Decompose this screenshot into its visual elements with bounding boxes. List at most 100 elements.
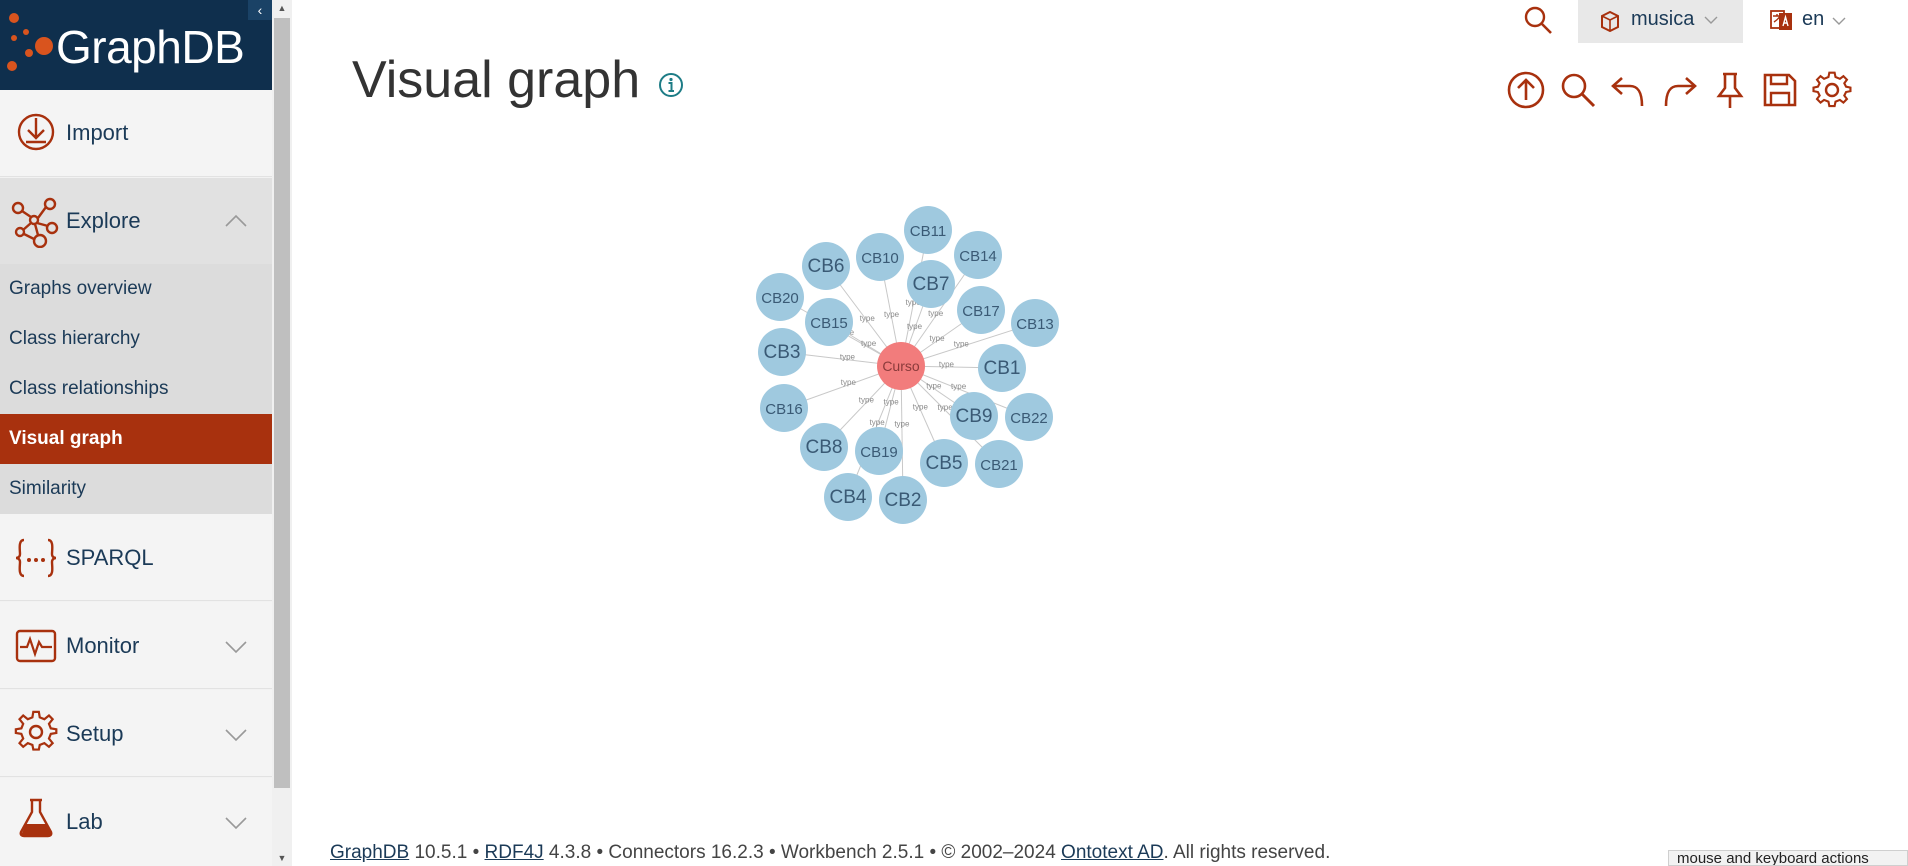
submenu-visual-graph[interactable]: Visual graph xyxy=(0,414,272,464)
node-label: CB2 xyxy=(885,490,922,511)
submenu-similarity[interactable]: Similarity xyxy=(0,464,272,514)
collapse-sidebar-button[interactable]: ‹ xyxy=(248,0,272,20)
graph-node-cb1[interactable]: CB1 xyxy=(978,344,1026,392)
graph-node-cb5[interactable]: CB5 xyxy=(920,439,968,487)
node-circle xyxy=(1005,393,1053,441)
node-label: CB5 xyxy=(926,453,963,474)
nav-monitor[interactable]: Monitor xyxy=(0,602,272,689)
graph-node-cb15[interactable]: CB15 xyxy=(805,298,853,346)
nav-lab[interactable]: Lab xyxy=(0,778,272,866)
graph-node-center[interactable]: Curso xyxy=(877,342,925,390)
node-circle xyxy=(907,260,955,308)
graph-node-cb22[interactable]: CB22 xyxy=(1005,393,1053,441)
edge-label: type xyxy=(907,322,923,331)
sidebar-scrollbar[interactable]: ▲ ▼ xyxy=(272,0,292,866)
nav-sparql-label: SPARQL xyxy=(66,545,154,570)
node-circle xyxy=(760,384,808,432)
node-label: CB10 xyxy=(861,250,899,267)
edge-label: type xyxy=(840,353,856,362)
graph-node-cb16[interactable]: CB16 xyxy=(760,384,808,432)
logo-dots-icon xyxy=(7,13,53,71)
save-icon[interactable] xyxy=(1760,70,1800,110)
nav-setup[interactable]: Setup xyxy=(0,690,272,777)
chevron-down-icon xyxy=(225,641,247,654)
search-icon[interactable] xyxy=(1558,70,1598,110)
scroll-down-icon[interactable]: ▼ xyxy=(277,853,287,863)
repository-icon xyxy=(1601,10,1619,32)
chevron-down-icon xyxy=(225,817,247,830)
undo-icon[interactable] xyxy=(1608,70,1648,110)
node-label: CB11 xyxy=(910,223,946,240)
node-label: CB4 xyxy=(830,487,867,508)
graph-node-cb8[interactable]: CB8 xyxy=(800,423,848,471)
footer-versions: 4.3.8 • Connectors 16.2.3 • Workbench 2.… xyxy=(543,842,1062,863)
import-icon xyxy=(17,113,55,151)
submenu-class-relationships[interactable]: Class relationships xyxy=(0,364,272,414)
nav-explore[interactable]: Explore xyxy=(0,178,272,265)
repository-selector[interactable]: musica xyxy=(1578,0,1743,43)
graph-node-cb20[interactable]: CB20 xyxy=(756,273,804,321)
graph-node-cb17[interactable]: CB17 xyxy=(957,286,1005,334)
graph-node-cb21[interactable]: CB21 xyxy=(975,440,1023,488)
node-circle xyxy=(950,392,998,440)
edge-label: type xyxy=(884,397,900,406)
nav-monitor-label: Monitor xyxy=(66,633,140,658)
language-code: en xyxy=(1802,8,1825,30)
node-label: CB16 xyxy=(765,401,803,418)
graph-node-cb6[interactable]: CB6 xyxy=(802,242,850,290)
edge-label: type xyxy=(954,340,970,349)
scroll-up-icon[interactable]: ▲ xyxy=(277,3,287,13)
submenu-class-hierarchy[interactable]: Class hierarchy xyxy=(0,314,272,364)
nav-explore-label: Explore xyxy=(66,208,141,233)
scrollbar-thumb[interactable] xyxy=(274,18,290,788)
edge-label: type xyxy=(906,298,922,307)
rdf4j-link[interactable]: RDF4J xyxy=(484,842,544,863)
edge-label: type xyxy=(884,310,900,319)
node-label: CB17 xyxy=(962,303,1000,320)
graph-node-cb2[interactable]: CB2 xyxy=(879,476,927,524)
graph-node-cb14[interactable]: CB14 xyxy=(954,231,1002,279)
settings-icon[interactable] xyxy=(1812,70,1852,110)
node-label: CB1 xyxy=(984,358,1021,379)
upload-icon[interactable] xyxy=(1506,70,1546,110)
node-label: CB9 xyxy=(956,406,993,427)
sparql-icon xyxy=(15,538,57,578)
nav-sparql[interactable]: SPARQL xyxy=(0,514,272,601)
node-label: CB8 xyxy=(806,437,843,458)
nav-setup-label: Setup xyxy=(66,721,124,746)
monitor-icon xyxy=(15,629,57,663)
graph-node-cb7[interactable]: CB7 xyxy=(907,260,955,308)
edge-label: type xyxy=(913,403,929,412)
edge-label: type xyxy=(870,418,886,427)
graphdb-logo[interactable]: GraphDB xyxy=(0,0,272,90)
ontotext-link[interactable]: Ontotext AD xyxy=(1061,842,1164,863)
graphdb-link[interactable]: GraphDB xyxy=(330,842,410,863)
node-circle xyxy=(978,344,1026,392)
graph-node-cb3[interactable]: CB3 xyxy=(758,328,806,376)
setup-gear-icon xyxy=(14,710,58,751)
edge-label: type xyxy=(939,360,955,369)
center-node-label: Curso xyxy=(882,358,920,374)
visual-graph-canvas[interactable]: typetypetypetypetypetypetypetypetypetype… xyxy=(292,120,1908,820)
node-circle xyxy=(920,439,968,487)
graph-node-cb4[interactable]: CB4 xyxy=(824,473,872,521)
pin-icon[interactable] xyxy=(1710,70,1750,110)
submenu-graphs-overview[interactable]: Graphs overview xyxy=(0,264,272,314)
chevron-down-icon xyxy=(1704,16,1718,24)
nav-import[interactable]: Import xyxy=(0,90,272,177)
language-selector[interactable]: en xyxy=(1770,6,1850,38)
info-icon[interactable] xyxy=(658,72,684,98)
graph-node-cb10[interactable]: CB10 xyxy=(856,233,904,281)
keyboard-actions-hint[interactable]: mouse and keyboard actions xyxy=(1668,850,1908,866)
graph-node-cb11[interactable]: CB11 xyxy=(904,206,952,254)
global-search-icon[interactable] xyxy=(1522,4,1554,36)
footer: GraphDB 10.5.1 • RDF4J 4.3.8 • Connector… xyxy=(330,842,1330,864)
node-label: CB14 xyxy=(959,248,997,265)
node-label: CB20 xyxy=(761,290,799,307)
node-circle xyxy=(805,298,853,346)
graph-node-cb13[interactable]: CB13 xyxy=(1011,299,1059,347)
graph-node-cb19[interactable]: CB19 xyxy=(855,427,903,475)
chevron-up-icon xyxy=(225,214,247,227)
graph-node-cb9[interactable]: CB9 xyxy=(950,392,998,440)
redo-icon[interactable] xyxy=(1660,70,1700,110)
